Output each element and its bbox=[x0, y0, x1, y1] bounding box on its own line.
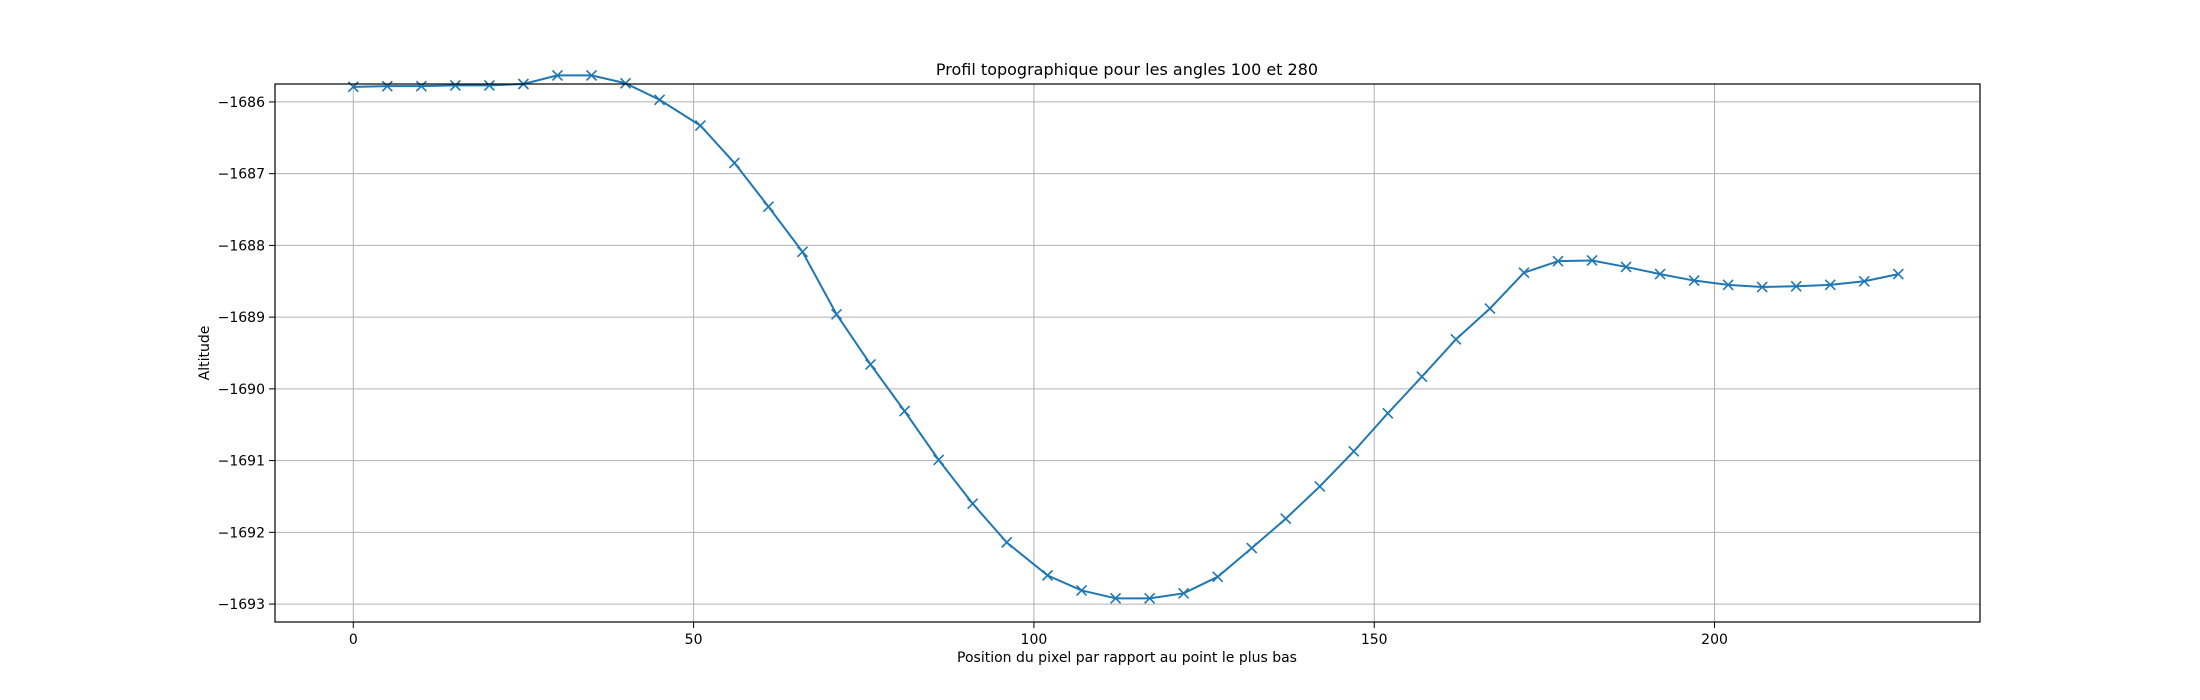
data-point-marker bbox=[1824, 279, 1836, 291]
ticks: 0 50 100 150 200 −1686 −1687 −1688 −1689 −1690 −16… bbox=[218, 95, 1728, 648]
data-point-marker bbox=[1586, 254, 1598, 267]
y-tick-label: −1689 bbox=[218, 310, 265, 326]
x-axis-label: Position du pixel par rapport au point l… bbox=[957, 650, 1297, 666]
data-point-marker bbox=[449, 79, 461, 92]
data-point-marker bbox=[1041, 569, 1054, 581]
y-tick-label: −1693 bbox=[218, 597, 265, 613]
data-point-marker bbox=[933, 454, 945, 466]
series-group bbox=[347, 69, 1904, 604]
y-tick-label: −1692 bbox=[218, 525, 265, 541]
data-point-marker bbox=[381, 80, 393, 92]
data-point-marker bbox=[728, 157, 740, 169]
grid bbox=[275, 84, 1980, 622]
data-point-marker bbox=[1075, 584, 1088, 597]
data-point-marker bbox=[1416, 371, 1428, 383]
data-point-marker bbox=[1246, 542, 1258, 554]
y-tick-label: −1691 bbox=[218, 454, 265, 470]
data-point-marker bbox=[1722, 279, 1734, 291]
data-point-marker bbox=[967, 498, 979, 510]
data-point-marker bbox=[1552, 255, 1564, 267]
data-point-marker bbox=[1620, 261, 1632, 273]
data-point-marker bbox=[1348, 445, 1360, 457]
data-point-marker bbox=[619, 77, 632, 89]
data-point-marker bbox=[762, 201, 775, 213]
data-point-marker bbox=[1280, 513, 1292, 525]
plot-area bbox=[275, 84, 1980, 622]
data-point-marker bbox=[653, 94, 666, 106]
y-tick-label: −1690 bbox=[218, 382, 265, 398]
series-line bbox=[353, 74, 1899, 600]
data-point-marker bbox=[1144, 592, 1156, 604]
data-point-marker bbox=[1688, 274, 1700, 287]
data-point-marker bbox=[1756, 281, 1768, 293]
data-point-marker bbox=[899, 405, 911, 417]
x-tick-label: 100 bbox=[1021, 632, 1048, 648]
y-tick-label: −1687 bbox=[218, 167, 265, 183]
data-point-marker bbox=[1450, 333, 1462, 345]
data-point-marker bbox=[830, 308, 843, 320]
data-point-marker bbox=[585, 69, 598, 81]
data-point-marker bbox=[1858, 275, 1870, 287]
plot-frame bbox=[274, 83, 1981, 623]
data-point-marker bbox=[1892, 268, 1904, 280]
x-tick-label: 50 bbox=[685, 632, 703, 648]
data-point-marker bbox=[1110, 592, 1122, 604]
data-point-marker bbox=[796, 246, 809, 258]
data-point-marker bbox=[483, 79, 495, 92]
x-tick-label: 200 bbox=[1701, 632, 1728, 648]
data-point-marker bbox=[1484, 302, 1496, 315]
data-point-marker bbox=[1790, 280, 1802, 292]
data-point-marker bbox=[1001, 536, 1013, 548]
y-tick-label: −1688 bbox=[218, 238, 265, 254]
data-point-marker bbox=[1654, 268, 1666, 280]
data-point-marker bbox=[864, 358, 877, 371]
chart-title: Profil topographique pour les angles 100… bbox=[936, 60, 1318, 79]
x-tick-label: 0 bbox=[349, 632, 358, 648]
x-tick-label: 150 bbox=[1361, 632, 1388, 648]
data-point-marker bbox=[694, 120, 706, 132]
data-point-marker bbox=[1178, 587, 1190, 599]
data-point-marker bbox=[1314, 480, 1326, 492]
data-point-marker bbox=[551, 69, 564, 81]
data-point-marker bbox=[415, 80, 427, 92]
data-point-marker bbox=[1212, 571, 1224, 583]
data-point-marker bbox=[1382, 407, 1394, 419]
y-tick-label: −1686 bbox=[218, 95, 265, 111]
data-point-marker bbox=[1518, 267, 1530, 279]
y-axis-label: Altitude bbox=[197, 326, 213, 381]
